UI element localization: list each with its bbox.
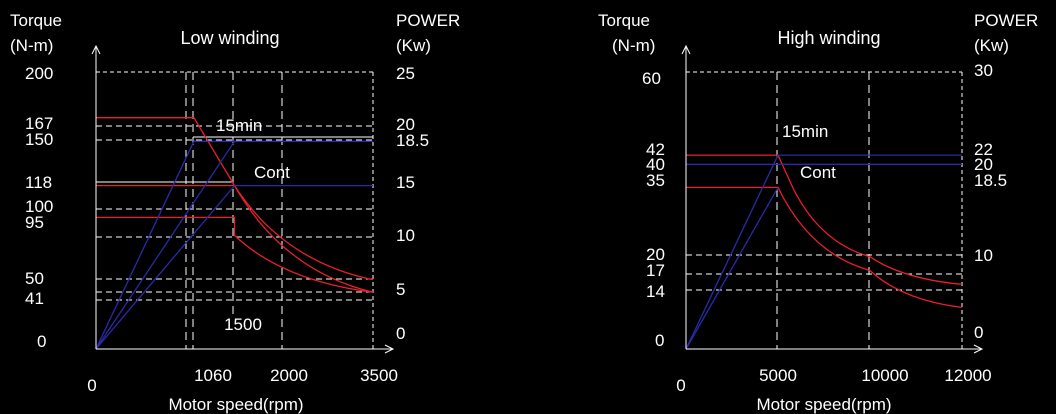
y-left-tick-label: 60 bbox=[642, 69, 661, 88]
chart-title: Low winding bbox=[180, 28, 279, 48]
y-right-tick-label: 5 bbox=[396, 280, 405, 299]
chart-title: High winding bbox=[777, 28, 880, 48]
right-axis-title-line2: (Kw) bbox=[974, 36, 1009, 55]
y-right-tick-label: 15 bbox=[396, 173, 415, 192]
y-left-tick-label: 0 bbox=[37, 332, 46, 351]
x-axis-arrow-icon bbox=[973, 344, 984, 354]
annotation-15min: 15min bbox=[216, 116, 262, 135]
annotation-cont: Cont bbox=[254, 163, 290, 182]
y-left-tick-label: 118 bbox=[25, 173, 52, 192]
low-winding-chart: Torque (N-m) POWER (Kw) Low winding Moto… bbox=[10, 11, 460, 414]
y-right-tick-label: 30 bbox=[974, 61, 993, 80]
series-line-5 bbox=[95, 184, 373, 350]
y-right-tick-label: 25 bbox=[396, 64, 415, 83]
series-line-4 bbox=[685, 187, 779, 350]
left-axis-title-line1: Torque bbox=[598, 11, 650, 30]
series-line-2 bbox=[686, 186, 963, 309]
annotation-cont: Cont bbox=[800, 163, 836, 182]
y-left-tick-label: 20 bbox=[646, 245, 665, 264]
high-winding-chart: Torque (N-m) POWER (Kw) High winding Mot… bbox=[598, 11, 1038, 414]
y-right-tick-label: 10 bbox=[396, 226, 415, 245]
low-winding-series bbox=[95, 117, 374, 350]
y-right-tick-label: 22 bbox=[974, 140, 993, 159]
annotation-15min: 15min bbox=[782, 122, 828, 141]
x-tick-label: 5000 bbox=[759, 366, 797, 385]
y-right-tick-label: 0 bbox=[974, 323, 983, 342]
series-line-1 bbox=[686, 154, 963, 286]
series-line-3 bbox=[685, 154, 962, 350]
y-right-tick-label: 20 bbox=[974, 155, 993, 174]
x-tick-label: 12000 bbox=[944, 366, 991, 385]
y-right-tick-label: 20 bbox=[396, 115, 415, 134]
left-axis-title-line1: Torque bbox=[10, 11, 62, 30]
y-left-tick-label: 95 bbox=[25, 213, 44, 232]
series-line-6 bbox=[95, 140, 236, 350]
x-annotation-label: 1500 bbox=[224, 315, 262, 334]
series-line-2 bbox=[96, 184, 374, 293]
y-left-tick-label: 42 bbox=[646, 140, 665, 159]
series-line-3 bbox=[96, 216, 374, 293]
high-winding-series bbox=[685, 154, 963, 350]
left-axis-title-line2: (N-m) bbox=[10, 36, 53, 55]
y-left-tick-label: 14 bbox=[646, 282, 665, 301]
y-left-tick-label: 17 bbox=[646, 261, 665, 280]
y-left-tick-label: 100 bbox=[25, 197, 53, 216]
y-right-tick-label: 0 bbox=[396, 324, 405, 343]
x-tick-label: 1060 bbox=[194, 366, 232, 385]
series-line-4 bbox=[95, 140, 373, 350]
right-axis-title-line1: POWER bbox=[396, 11, 460, 30]
x-tick-label: 0 bbox=[676, 376, 685, 395]
y-left-tick-label: 167 bbox=[25, 114, 53, 133]
x-axis-title: Motor speed(rpm) bbox=[756, 395, 891, 414]
y-axis-arrow-icon bbox=[681, 44, 691, 55]
left-axis-title-line2: (N-m) bbox=[612, 36, 655, 55]
x-tick-label: 10000 bbox=[861, 366, 908, 385]
y-left-tick-label: 50 bbox=[25, 269, 44, 288]
y-left-tick-label: 35 bbox=[646, 171, 665, 190]
y-left-tick-label: 40 bbox=[646, 155, 665, 174]
y-right-tick-label: 18.5 bbox=[974, 171, 1007, 190]
right-axis-title-line2: (Kw) bbox=[396, 36, 431, 55]
y-right-tick-label: 18.5 bbox=[396, 131, 429, 150]
x-tick-label: 0 bbox=[87, 376, 96, 395]
y-left-tick-label: 150 bbox=[25, 130, 53, 149]
x-axis-title: Motor speed(rpm) bbox=[168, 395, 303, 414]
y-right-tick-label: 10 bbox=[974, 246, 993, 265]
x-tick-label: 2000 bbox=[270, 366, 308, 385]
y-left-tick-label: 0 bbox=[655, 331, 664, 350]
x-axis-arrow-icon bbox=[384, 344, 395, 354]
x-tick-label: 3500 bbox=[360, 366, 398, 385]
y-axis-arrow-icon bbox=[91, 44, 101, 55]
y-left-tick-label: 41 bbox=[25, 289, 44, 308]
y-left-tick-label: 200 bbox=[25, 64, 53, 83]
right-axis-title-line1: POWER bbox=[974, 11, 1038, 30]
